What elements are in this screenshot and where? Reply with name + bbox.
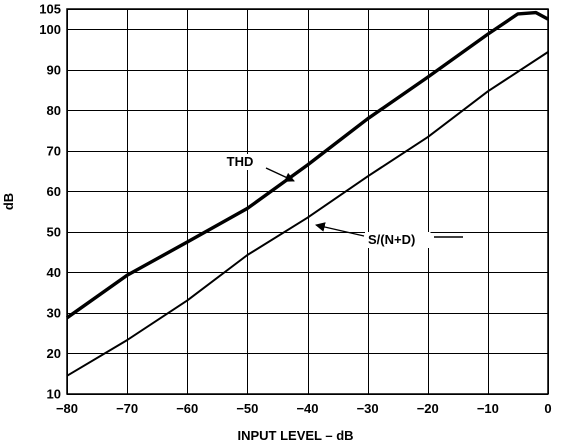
- grid: [66, 8, 549, 395]
- y-tick-label: 10: [47, 387, 61, 402]
- y-tick-label: 40: [47, 265, 61, 280]
- label-bg-s-n-d: [365, 232, 431, 248]
- series-label-thd: THD: [227, 154, 254, 169]
- y-tick-label: 60: [47, 184, 61, 199]
- y-tick-label: 80: [47, 103, 61, 118]
- series-label-s-n-d: S/(N+D): [368, 232, 415, 247]
- y-tick-label: 90: [47, 62, 61, 77]
- y-tick-label: 20: [47, 346, 61, 361]
- x-tick-label: −60: [176, 401, 198, 416]
- series-lines: [66, 10, 549, 377]
- series-line-s-n-d: [66, 51, 549, 377]
- y-tick-label: 50: [47, 224, 61, 239]
- tick-labels: −80 −70 −60 −50 −40 −30 −20 −10 0 10 20 30 40 50 60 70 8…: [39, 2, 551, 417]
- x-tick-label: −40: [296, 401, 318, 416]
- series-line-thd: [66, 10, 549, 320]
- label-bg-thd: [224, 154, 256, 170]
- y-axis-label: dB: [1, 193, 16, 210]
- y-tick-label: 105: [39, 2, 61, 17]
- y-tick-label: 30: [47, 305, 61, 320]
- leader-arrow-s-n-d: [315, 222, 365, 237]
- x-tick-label: −30: [357, 401, 379, 416]
- annotations: THD S/(N+D): [224, 154, 463, 248]
- y-tick-label: 100: [39, 22, 61, 37]
- leader-arrow-thd: [265, 167, 295, 182]
- x-tick-label: −10: [477, 401, 499, 416]
- y-tick-label: 70: [47, 143, 61, 158]
- x-tick-label: 0: [544, 401, 551, 416]
- plot-frame: [66, 8, 549, 395]
- x-tick-label: −50: [236, 401, 258, 416]
- x-tick-label: −20: [417, 401, 439, 416]
- x-tick-label: −70: [116, 401, 138, 416]
- x-axis-label: INPUT LEVEL – dB: [237, 428, 353, 443]
- x-tick-label: −80: [56, 401, 78, 416]
